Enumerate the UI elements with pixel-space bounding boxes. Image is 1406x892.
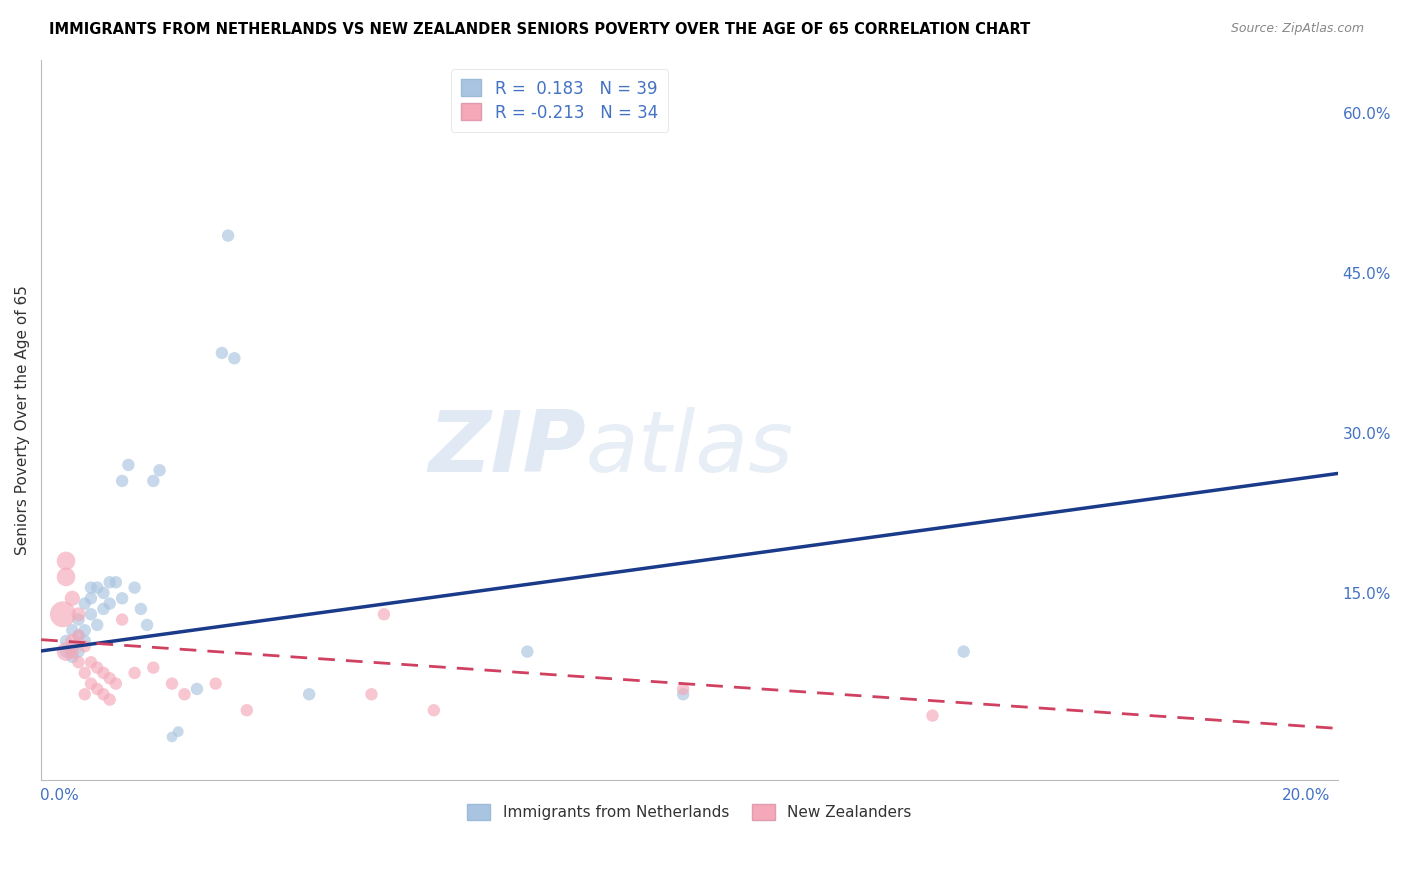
Point — [80, 591, 103, 606]
Point — [186, 681, 208, 696]
Point — [86, 660, 108, 674]
Point — [104, 676, 127, 690]
Point — [160, 730, 183, 744]
Point — [111, 613, 134, 627]
Point — [80, 607, 103, 622]
Text: ZIP: ZIP — [427, 407, 586, 490]
Point — [73, 624, 96, 638]
Legend: Immigrants from Netherlands, New Zealanders: Immigrants from Netherlands, New Zealand… — [461, 797, 918, 826]
Point — [921, 708, 943, 723]
Point — [93, 602, 115, 616]
Point — [298, 687, 321, 701]
Point — [142, 660, 165, 674]
Point — [55, 644, 77, 658]
Point — [360, 687, 382, 701]
Point — [211, 346, 233, 360]
Point — [73, 597, 96, 611]
Point — [73, 634, 96, 648]
Point — [516, 644, 538, 658]
Point — [148, 463, 170, 477]
Point — [217, 228, 239, 243]
Point — [104, 575, 127, 590]
Point — [60, 644, 83, 658]
Point — [98, 575, 121, 590]
Point — [167, 724, 190, 739]
Text: Source: ZipAtlas.com: Source: ZipAtlas.com — [1230, 22, 1364, 36]
Point — [111, 591, 134, 606]
Point — [73, 687, 96, 701]
Point — [67, 607, 90, 622]
Point — [124, 581, 146, 595]
Point — [73, 665, 96, 680]
Point — [52, 607, 75, 622]
Point — [86, 581, 108, 595]
Point — [60, 640, 83, 654]
Point — [55, 554, 77, 568]
Point — [236, 703, 259, 717]
Point — [672, 681, 695, 696]
Point — [67, 629, 90, 643]
Point — [129, 602, 152, 616]
Point — [124, 665, 146, 680]
Point — [60, 634, 83, 648]
Point — [117, 458, 139, 472]
Point — [173, 687, 195, 701]
Point — [60, 624, 83, 638]
Point — [55, 644, 77, 658]
Text: IMMIGRANTS FROM NETHERLANDS VS NEW ZEALANDER SENIORS POVERTY OVER THE AGE OF 65 : IMMIGRANTS FROM NETHERLANDS VS NEW ZEALA… — [49, 22, 1031, 37]
Point — [952, 644, 974, 658]
Point — [204, 676, 226, 690]
Point — [67, 613, 90, 627]
Point — [98, 692, 121, 706]
Point — [86, 681, 108, 696]
Point — [111, 474, 134, 488]
Point — [423, 703, 446, 717]
Point — [93, 586, 115, 600]
Point — [93, 665, 115, 680]
Point — [60, 649, 83, 664]
Point — [86, 618, 108, 632]
Point — [98, 671, 121, 685]
Point — [67, 629, 90, 643]
Point — [224, 351, 246, 366]
Point — [80, 581, 103, 595]
Point — [93, 687, 115, 701]
Point — [136, 618, 159, 632]
Y-axis label: Seniors Poverty Over the Age of 65: Seniors Poverty Over the Age of 65 — [15, 285, 30, 555]
Point — [55, 634, 77, 648]
Point — [67, 655, 90, 669]
Point — [67, 644, 90, 658]
Point — [73, 640, 96, 654]
Point — [80, 676, 103, 690]
Point — [160, 676, 183, 690]
Point — [373, 607, 395, 622]
Point — [60, 591, 83, 606]
Point — [142, 474, 165, 488]
Text: atlas: atlas — [586, 407, 793, 490]
Point — [80, 655, 103, 669]
Point — [55, 570, 77, 584]
Point — [672, 687, 695, 701]
Point — [98, 597, 121, 611]
